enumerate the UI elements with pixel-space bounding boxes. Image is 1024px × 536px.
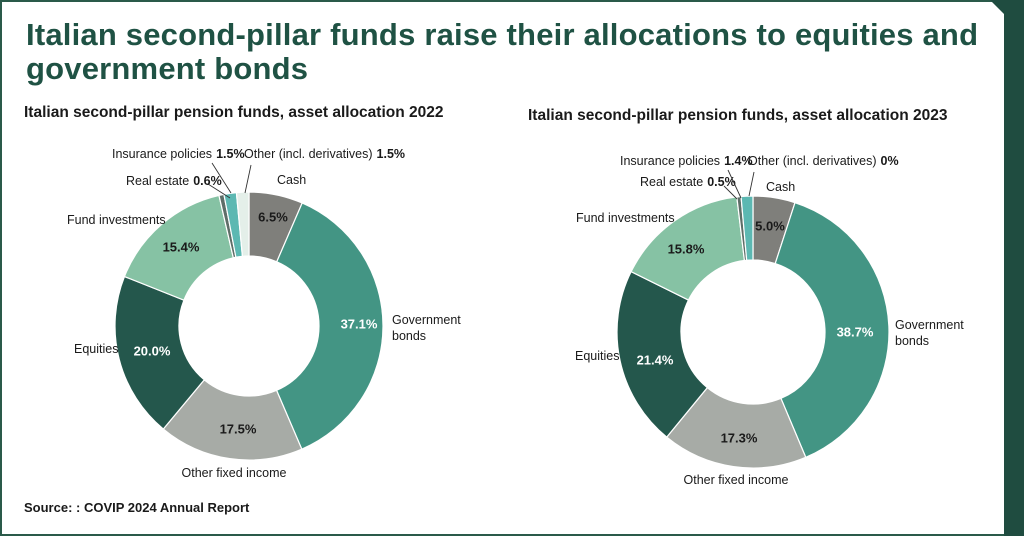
leader-line [207, 183, 231, 199]
category-label: Equities [575, 349, 619, 363]
value-label: 15.8% [668, 241, 705, 256]
category-label: Cash [766, 180, 795, 194]
slice-government-bonds [774, 201, 890, 459]
value-label: 6.5% [258, 209, 288, 224]
value-label: 37.1% [341, 316, 378, 331]
slice-insurance-policies [740, 195, 754, 261]
category-label: Other fixed income [684, 473, 789, 487]
value-label: 21.4% [637, 352, 674, 367]
category-label: Fund investments [67, 213, 166, 227]
category-label: Insurance policies 1.5% [112, 147, 245, 161]
category-label: Real estate 0.6% [126, 174, 222, 188]
value-label: 5.0% [755, 218, 785, 233]
category-label: Other (incl. derivatives) 0% [748, 154, 899, 168]
side-accent-bar [1004, 0, 1024, 536]
slice-government-bonds [275, 202, 384, 450]
category-label: Equities [74, 342, 118, 356]
slice-other-incl-derivatives [235, 191, 250, 257]
value-label: 17.5% [220, 421, 257, 436]
category-label: Insurance policies 1.4% [620, 154, 753, 168]
frame-bottom-border [0, 534, 1024, 536]
leader-line [748, 171, 755, 197]
leader-line [727, 169, 742, 199]
category-label: Real estate 0.5% [640, 175, 736, 189]
frame-left-border [0, 0, 2, 536]
frame-top-border [0, 0, 1024, 2]
category-label: Cash [277, 173, 306, 187]
corner-accent [990, 0, 1004, 14]
leader-line [244, 164, 252, 194]
page-title: Italian second-pillar funds raise their … [26, 17, 979, 86]
value-label: 15.4% [163, 239, 200, 254]
value-label: 17.3% [721, 430, 758, 445]
leader-line [211, 162, 232, 194]
category-label: Fund investments [576, 211, 675, 225]
category-label: Government bonds [895, 318, 964, 348]
source-note: Source: : COVIP 2024 Annual Report [24, 500, 250, 515]
value-label: 38.7% [837, 324, 874, 339]
category-label: Government bonds [392, 313, 461, 343]
slice-equities [114, 275, 206, 430]
category-label: Other fixed income [182, 466, 287, 480]
leader-line [723, 185, 738, 200]
slice-equities [616, 270, 709, 438]
value-label: 20.0% [134, 343, 171, 358]
chart-title-2022: Italian second-pillar pension funds, ass… [24, 104, 444, 121]
category-label: Other (incl. derivatives) 1.5% [244, 147, 405, 161]
chart-title-2023: Italian second-pillar pension funds, ass… [528, 107, 948, 124]
